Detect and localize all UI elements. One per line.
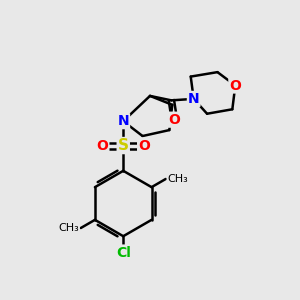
Text: N: N — [117, 114, 129, 128]
Text: CH₃: CH₃ — [167, 174, 188, 184]
Text: O: O — [97, 139, 108, 152]
Text: S: S — [118, 138, 129, 153]
Text: N: N — [188, 92, 200, 106]
Text: Cl: Cl — [116, 245, 131, 260]
Text: O: O — [230, 79, 241, 92]
Text: CH₃: CH₃ — [58, 223, 79, 233]
Text: O: O — [168, 113, 180, 127]
Text: O: O — [138, 139, 150, 152]
